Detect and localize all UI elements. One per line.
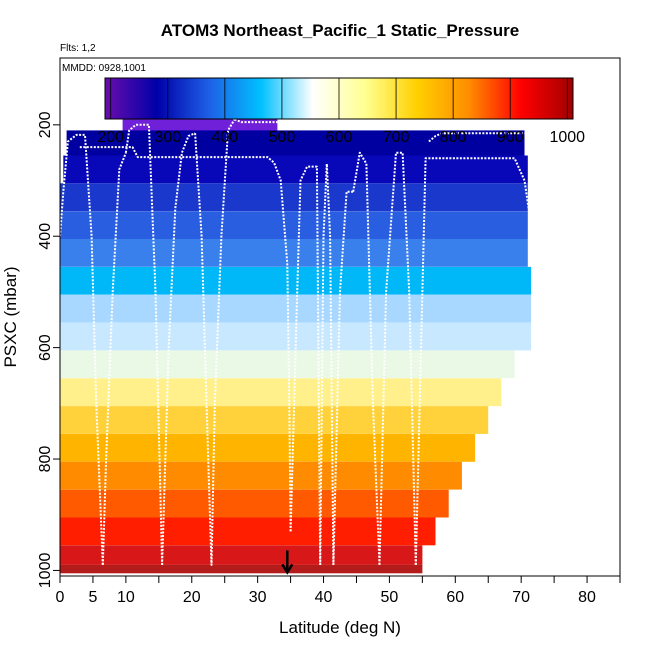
plot-frame (59, 57, 621, 577)
flight-profile-line (59, 133, 104, 565)
y-tick-label: 1000 (37, 553, 54, 589)
pressure-band (60, 434, 476, 462)
colorbar: 200 300 400 500 600 700 800 900 1000 (97, 77, 585, 146)
colorbar-tick-label: 700 (383, 129, 410, 146)
pressure-band (60, 239, 528, 267)
down-arrow-head (281, 563, 294, 575)
flight-profile-line (194, 118, 236, 566)
plot-area (60, 105, 532, 574)
x-tick-label: 10 (117, 589, 135, 606)
x-tick-label: 0 (56, 589, 65, 606)
flight-profile-line (289, 165, 322, 565)
flight-profile-line (428, 132, 525, 143)
y-axis-label: PSXC (mbar) (1, 266, 20, 367)
flight-profile-line (161, 132, 196, 565)
x-tick-label: 40 (315, 589, 333, 606)
pressure-band (60, 406, 489, 434)
pressure-band (60, 517, 436, 546)
pressure-band (60, 378, 502, 407)
date-annotation: MMDD: 0928,1001 (62, 63, 146, 74)
flight-profile-line (79, 146, 292, 532)
x-tick-label: 20 (183, 589, 201, 606)
x-tick-label: 80 (578, 589, 596, 606)
flight-profile-line (352, 151, 381, 565)
flight-profile-line (378, 151, 417, 565)
flight-profile-line (124, 123, 164, 565)
x-tick-label: 60 (446, 589, 464, 606)
colorbar-tick-label: 600 (326, 129, 353, 146)
pressure-band (66, 130, 525, 156)
x-tick-label: 5 (88, 589, 97, 606)
pressure-band (60, 350, 515, 379)
colorbar-tick-label: 900 (497, 129, 524, 146)
pressure-band (60, 564, 423, 574)
pressure-band (60, 489, 449, 518)
y-axis: 200 400 600 800 1000 (37, 111, 60, 588)
pressure-band (60, 266, 532, 295)
pressure-band (60, 545, 423, 565)
colorbar-tick-label: 500 (269, 129, 296, 146)
x-tick-label: 70 (512, 589, 530, 606)
y-tick-label: 200 (37, 111, 54, 138)
colorbar-tick-label: 300 (154, 129, 181, 146)
colorbar-tick-label: 1000 (549, 129, 585, 146)
x-axis: 0 5 10 20 30 40 50 60 70 80 (56, 576, 621, 606)
y-tick-label: 800 (37, 446, 54, 473)
flight-profile-line (234, 118, 278, 124)
flight-profile-line (332, 190, 354, 565)
pressure-band (60, 183, 528, 212)
flight-profile-line (414, 157, 533, 565)
pressure-band (60, 211, 528, 239)
y-tick-label: 600 (37, 334, 54, 361)
x-tick-label: 50 (381, 589, 399, 606)
pressure-band (60, 461, 462, 490)
pressure-band (60, 294, 532, 323)
colorbar-tick-label: 400 (212, 129, 239, 146)
x-axis-label: Latitude (deg N) (279, 618, 401, 637)
flight-profiles (59, 118, 533, 575)
chart-title: ATOM3 Northeast_Pacific_1 Static_Pressur… (161, 21, 519, 40)
flight-profile-line (101, 152, 127, 565)
y-tick-label: 400 (37, 223, 54, 250)
colorbar-tick-label: 800 (440, 129, 467, 146)
flights-annotation: Flts: 1,2 (60, 43, 96, 54)
colorbar-tick-label: 200 (97, 129, 124, 146)
pressure-band (63, 155, 528, 184)
x-tick-label: 30 (249, 589, 267, 606)
